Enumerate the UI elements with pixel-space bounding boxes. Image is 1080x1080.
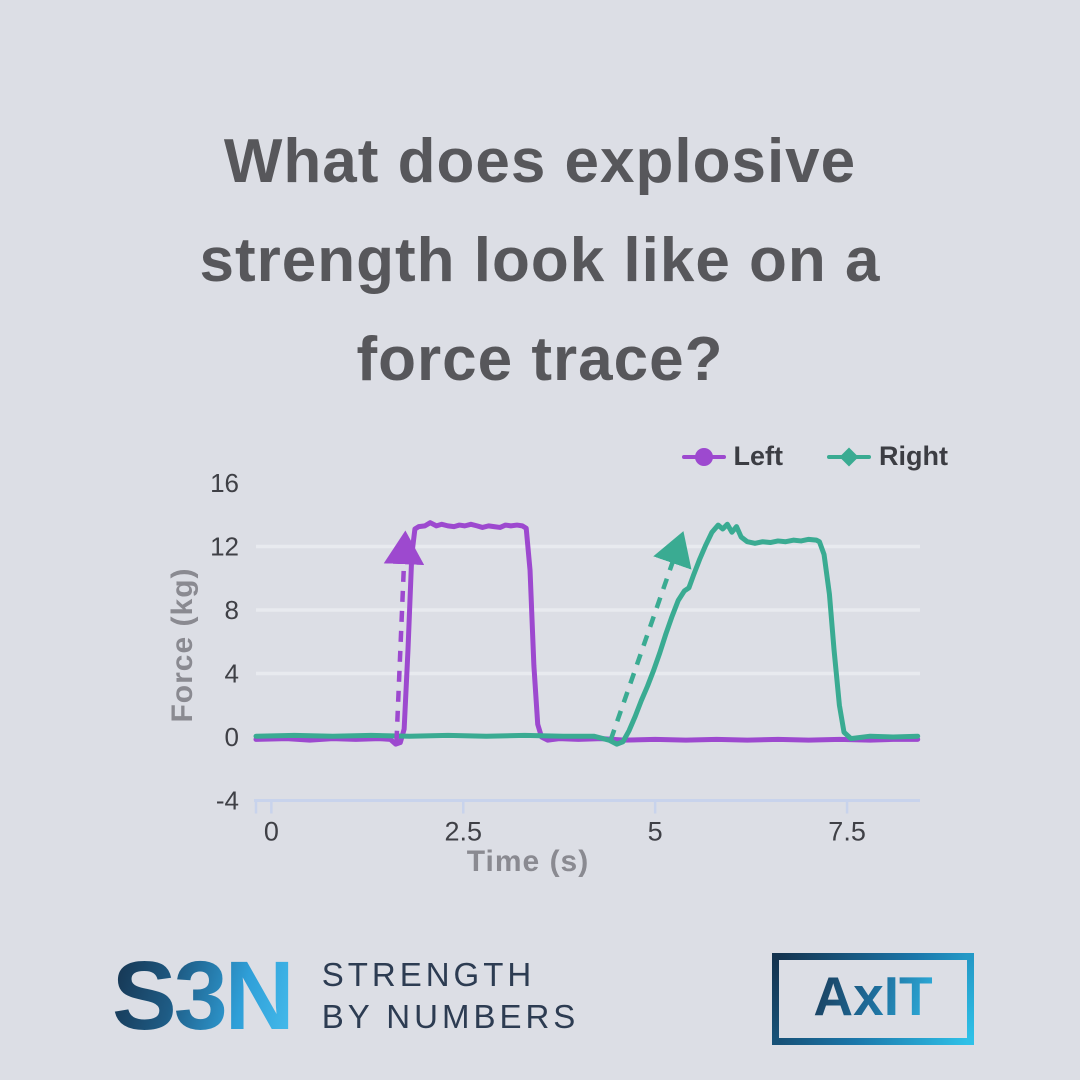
page-title: What does explosive strength look like o… xyxy=(0,112,1080,409)
legend-item-left: Left xyxy=(681,441,784,472)
y-tick-label: -4 xyxy=(216,786,239,816)
x-tick-label: 5 xyxy=(648,817,663,847)
legend-label-right: Right xyxy=(879,441,948,471)
y-tick-label: 16 xyxy=(210,468,239,498)
rfd-arrow-right xyxy=(608,531,692,741)
x-tick-label: 0 xyxy=(264,817,279,847)
sbn-wordmark-line2: BY NUMBERS xyxy=(321,998,580,1035)
sbn-logo: S3N STRENGTH BY NUMBERS xyxy=(112,941,580,1050)
legend-marker-right-icon xyxy=(827,447,872,466)
y-tick-label: 0 xyxy=(225,722,239,752)
trace-right xyxy=(253,521,921,747)
y-tick-label: 8 xyxy=(225,595,239,625)
y-tick-label: 12 xyxy=(210,532,239,562)
legend-marker-left-icon xyxy=(681,447,726,466)
force-chart: 0 2.5 5 7.5 16 12 8 4 0 -4 xyxy=(210,468,921,847)
title-line-2: strength look like on a xyxy=(199,226,881,295)
legend-item-right: Right xyxy=(827,441,948,472)
title-line-1: What does explosive xyxy=(223,127,857,196)
chart-legend: Left Right xyxy=(681,441,948,472)
x-tick-label: 2.5 xyxy=(444,817,482,847)
legend-label-left: Left xyxy=(733,441,784,471)
sbn-logo-mark: S3N xyxy=(112,941,295,1050)
axit-logo-label: AxIT xyxy=(813,964,932,1034)
trace-left xyxy=(253,520,921,747)
title-line-3: force trace? xyxy=(356,325,724,394)
rfd-arrow-left xyxy=(383,530,425,742)
sbn-wordmark-line1: STRENGTH xyxy=(321,956,536,993)
sbn-wordmark: STRENGTH BY NUMBERS xyxy=(322,954,580,1038)
x-tick-label: 7.5 xyxy=(828,817,866,847)
y-tick-label: 4 xyxy=(225,659,239,689)
x-axis-title: Time (s) xyxy=(466,845,590,878)
axit-logo: AxIT xyxy=(772,953,974,1045)
